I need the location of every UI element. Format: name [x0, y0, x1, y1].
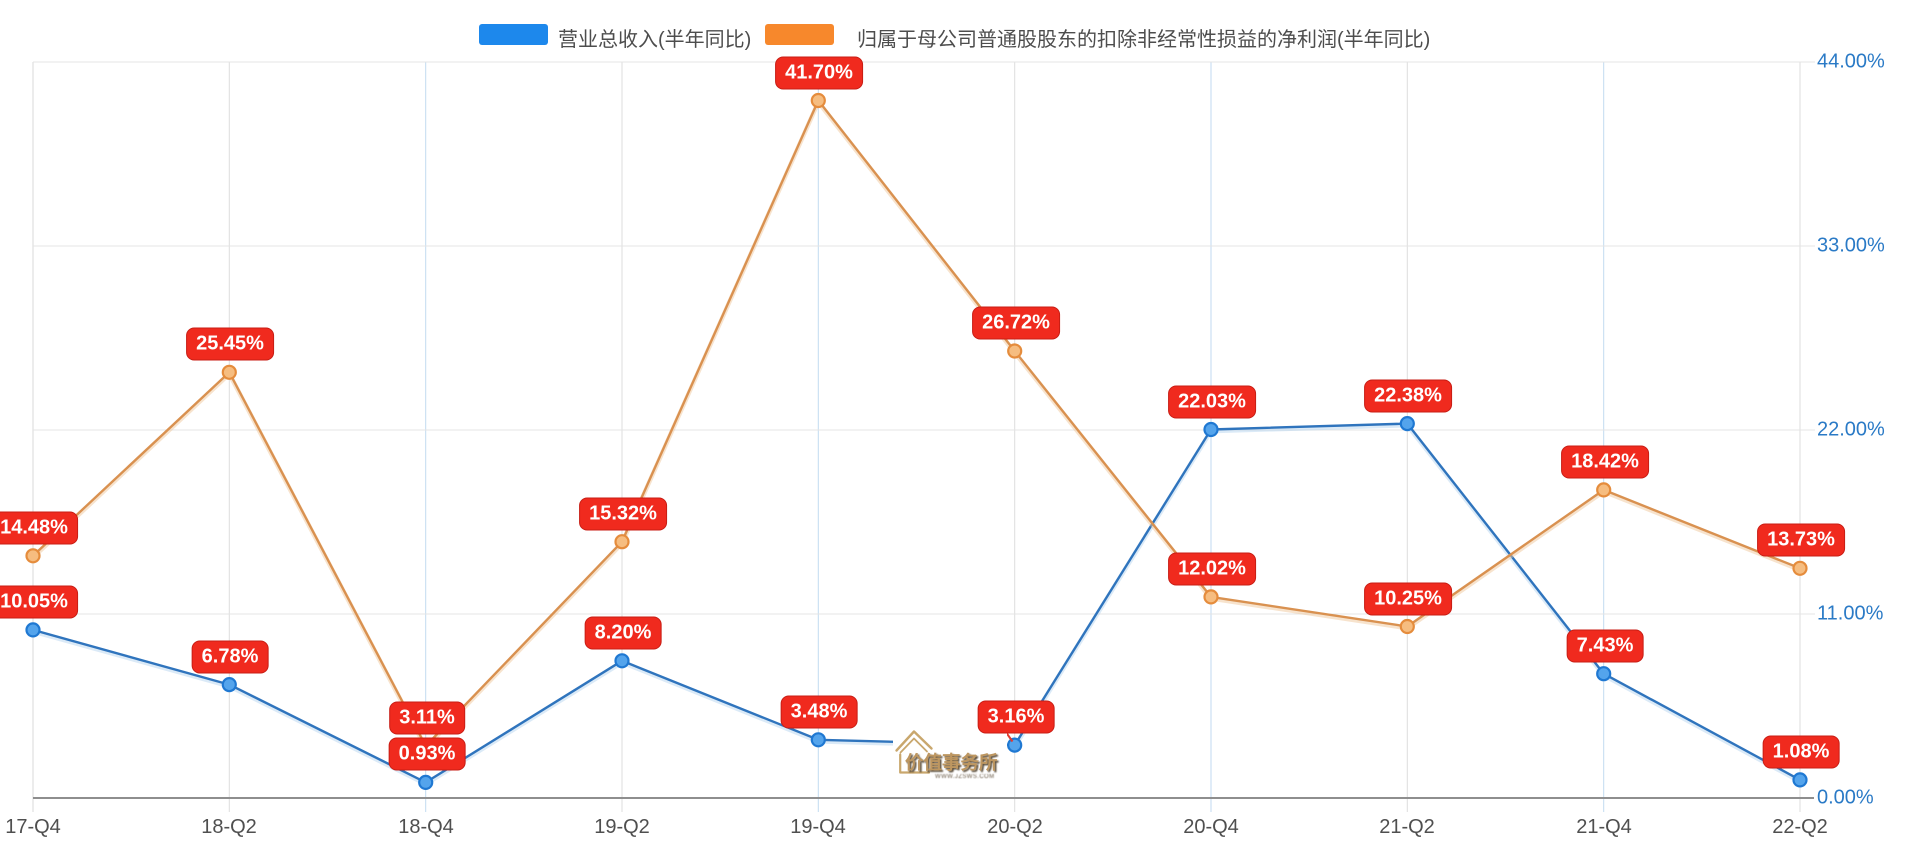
- svg-text:价值事务所: 价值事务所: [907, 754, 1000, 775]
- svg-text:价值事务所: 价值事务所: [905, 752, 998, 773]
- svg-text:WWW.JZSWS.COM: WWW.JZSWS.COM: [935, 774, 995, 780]
